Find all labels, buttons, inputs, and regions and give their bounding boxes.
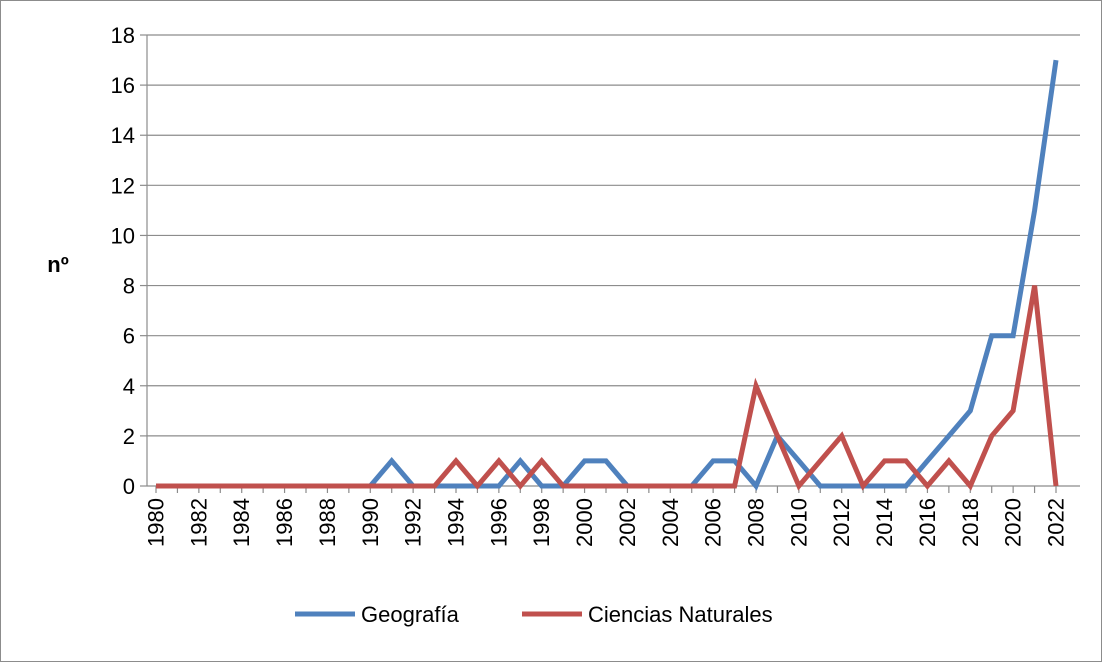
x-tick-label: 1980 [144, 498, 169, 547]
x-tick-label: 2006 [701, 498, 726, 547]
x-tick-label: 2018 [958, 498, 983, 547]
x-tick-label: 2004 [658, 498, 683, 547]
legend-label-1: Geografía [361, 602, 460, 627]
x-tick-label: 2020 [1001, 498, 1026, 547]
x-tick-label: 2022 [1044, 498, 1069, 547]
x-tick-label: 1992 [401, 498, 426, 547]
series-line-2 [156, 285, 1059, 491]
x-tick-label: 2014 [872, 498, 897, 547]
legend: Geografía Ciencias Naturales [295, 602, 773, 627]
y-tick-label: 4 [123, 374, 135, 399]
x-tick-label: 2010 [786, 498, 811, 547]
y-tick-label: 6 [123, 324, 135, 349]
y-tick-label: 2 [123, 424, 135, 449]
x-tick-label: 2008 [744, 498, 769, 547]
x-tick-label: 1984 [229, 498, 254, 547]
x-tick-label: 1986 [272, 498, 297, 547]
y-tick-label: 8 [123, 274, 135, 299]
x-tick-label: 1994 [444, 498, 469, 547]
x-tick-label: 2012 [829, 498, 854, 547]
x-tick-label: 2016 [915, 498, 940, 547]
legend-label-2: Ciencias Naturales [588, 602, 773, 627]
x-tick-label: 1996 [486, 498, 511, 547]
y-tick-label: 12 [111, 173, 135, 198]
y-tick-label: 14 [111, 123, 135, 148]
x-tick-label: 1988 [315, 498, 340, 547]
x-tick-label: 2000 [572, 498, 597, 547]
x-tick-label: 1982 [186, 498, 211, 547]
x-tick-label: 1998 [529, 498, 554, 547]
y-tick-label: 18 [111, 23, 135, 48]
x-axis-ticks: 1980 1982 1984 1986 1988 1990 1992 1994 1996 1998… [144, 486, 1069, 547]
y-axis-ticks: 0 2 4 6 8 10 12 14 16 18 [111, 23, 147, 499]
y-tick-label: 0 [123, 474, 135, 499]
x-tick-label: 1990 [358, 498, 383, 547]
y-tick-label: 10 [111, 223, 135, 248]
gridlines [147, 34, 1080, 437]
x-tick-label: 2002 [615, 498, 640, 547]
series-line-1 [156, 59, 1059, 491]
series-lines [156, 59, 1059, 491]
y-axis-label: nº [47, 252, 68, 277]
y-tick-label: 16 [111, 73, 135, 98]
